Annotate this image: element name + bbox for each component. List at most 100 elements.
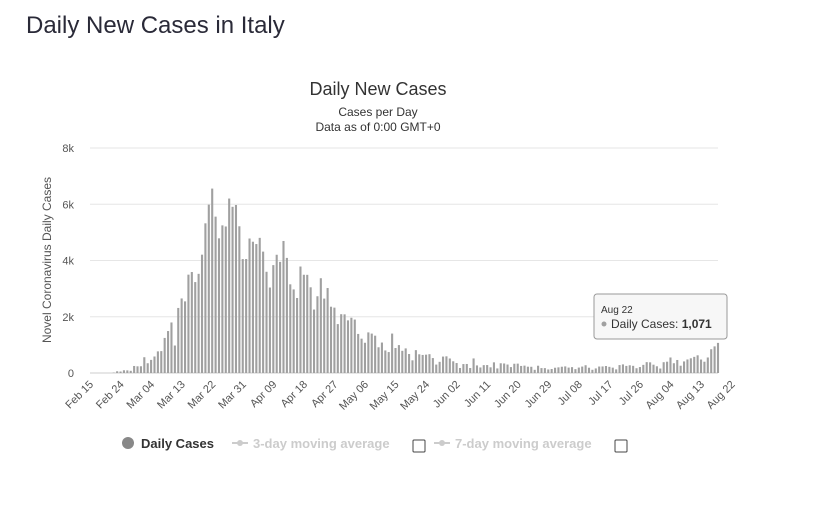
bar[interactable] — [570, 367, 574, 373]
bar[interactable] — [601, 366, 604, 373]
bar[interactable] — [452, 361, 455, 373]
bar[interactable] — [482, 365, 485, 374]
bar[interactable] — [194, 282, 197, 373]
bar[interactable] — [377, 347, 380, 373]
bar[interactable] — [550, 369, 553, 373]
bar[interactable] — [394, 348, 397, 373]
bar[interactable] — [329, 306, 333, 373]
bar[interactable] — [469, 368, 472, 373]
bar[interactable] — [645, 362, 648, 373]
bar[interactable] — [438, 361, 441, 373]
bar[interactable] — [177, 307, 180, 373]
bar[interactable] — [336, 324, 339, 373]
bar[interactable] — [503, 363, 506, 373]
bar[interactable] — [533, 369, 536, 373]
bar[interactable] — [710, 349, 713, 373]
bar[interactable] — [530, 366, 533, 373]
bar[interactable] — [116, 371, 119, 373]
bar[interactable] — [628, 365, 631, 373]
bar[interactable] — [523, 365, 526, 373]
bar[interactable] — [666, 361, 669, 373]
bar[interactable] — [414, 350, 417, 373]
bar[interactable] — [238, 226, 241, 373]
bar[interactable] — [615, 369, 618, 373]
bar[interactable] — [706, 357, 709, 373]
bar[interactable] — [584, 365, 587, 373]
bar[interactable] — [173, 345, 176, 373]
bar[interactable] — [543, 368, 546, 373]
bar[interactable] — [133, 365, 136, 373]
bar[interactable] — [397, 345, 400, 373]
bar[interactable] — [489, 367, 492, 373]
bar[interactable] — [136, 366, 139, 373]
bar[interactable] — [156, 351, 159, 373]
bar[interactable] — [516, 363, 519, 373]
bar[interactable] — [309, 287, 312, 373]
bar[interactable] — [435, 364, 438, 373]
bar[interactable] — [662, 362, 665, 373]
bar[interactable] — [391, 333, 394, 373]
bar[interactable] — [638, 367, 641, 373]
bar[interactable] — [251, 241, 254, 373]
bar[interactable] — [262, 251, 265, 373]
bar[interactable] — [204, 223, 207, 373]
bar[interactable] — [312, 309, 316, 373]
bar[interactable] — [581, 366, 584, 373]
bar[interactable] — [618, 365, 621, 373]
bar[interactable] — [231, 206, 234, 373]
bar[interactable] — [139, 366, 142, 373]
bar[interactable] — [163, 337, 166, 373]
bar[interactable] — [340, 314, 343, 373]
bar[interactable] — [350, 317, 353, 373]
legend-item-3day-average[interactable]: 3-day moving average — [232, 436, 390, 451]
bar[interactable] — [160, 351, 163, 373]
bar[interactable] — [129, 370, 132, 373]
bar[interactable] — [506, 364, 509, 373]
bar[interactable] — [676, 359, 679, 373]
bar[interactable] — [587, 367, 591, 373]
bar[interactable] — [363, 342, 367, 373]
checkbox-7day-average[interactable] — [614, 439, 628, 453]
bar[interactable] — [306, 274, 309, 373]
bar[interactable] — [699, 359, 703, 373]
bar[interactable] — [211, 188, 214, 373]
bar[interactable] — [224, 226, 227, 373]
bar[interactable] — [408, 354, 411, 373]
bar[interactable] — [357, 333, 360, 373]
bar[interactable] — [411, 360, 414, 373]
bar[interactable] — [496, 368, 499, 373]
bar[interactable] — [472, 358, 475, 373]
bar[interactable] — [207, 204, 210, 373]
bar[interactable] — [554, 367, 557, 373]
bar[interactable] — [683, 361, 686, 373]
bar[interactable] — [689, 358, 692, 373]
bar[interactable] — [635, 368, 638, 373]
bar[interactable] — [214, 216, 217, 374]
bar[interactable] — [557, 367, 560, 373]
bar[interactable] — [180, 298, 183, 373]
bar[interactable] — [275, 254, 278, 373]
bar[interactable] — [655, 366, 658, 373]
bar[interactable] — [567, 367, 570, 373]
bar[interactable] — [119, 371, 122, 373]
bar[interactable] — [441, 356, 445, 373]
bar[interactable] — [465, 363, 468, 373]
bar[interactable] — [652, 364, 655, 373]
bar[interactable] — [387, 352, 390, 373]
bar[interactable] — [153, 356, 156, 373]
bar[interactable] — [241, 259, 244, 373]
bar[interactable] — [594, 368, 597, 373]
checkbox-3day-average[interactable] — [412, 439, 426, 453]
bar[interactable] — [492, 362, 495, 373]
bar[interactable] — [509, 367, 512, 373]
bar[interactable] — [221, 225, 224, 373]
bar[interactable] — [143, 357, 146, 373]
bar[interactable] — [486, 365, 489, 373]
bar[interactable] — [696, 355, 699, 373]
bar[interactable] — [421, 354, 424, 373]
bar[interactable] — [285, 257, 288, 373]
bar[interactable] — [686, 359, 689, 373]
bar[interactable] — [353, 319, 356, 373]
bar[interactable] — [316, 296, 319, 373]
bar[interactable] — [380, 342, 383, 373]
